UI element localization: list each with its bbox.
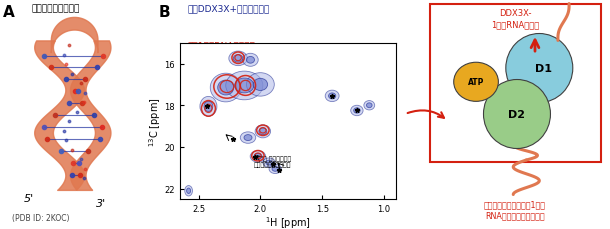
Text: D2: D2	[509, 109, 525, 120]
Ellipse shape	[229, 52, 248, 66]
Ellipse shape	[272, 167, 278, 172]
Ellipse shape	[506, 34, 573, 103]
Ellipse shape	[233, 55, 243, 63]
Text: テトラループ結合時も1本鎖
RNA複合体の構造を形成: テトラループ結合時も1本鎖 RNA複合体の構造を形成	[484, 199, 546, 219]
Text: テトラループの構造: テトラループの構造	[31, 5, 79, 14]
Polygon shape	[51, 18, 98, 54]
Text: DDX3X-
1本鎖RNA複合体: DDX3X- 1本鎖RNA複合体	[491, 9, 539, 29]
Ellipse shape	[255, 125, 271, 138]
Ellipse shape	[454, 63, 498, 102]
Text: ATP: ATP	[468, 78, 484, 87]
Text: 5': 5'	[23, 194, 34, 203]
Text: A: A	[3, 5, 15, 19]
Y-axis label: $^{13}$C [ppm]: $^{13}$C [ppm]	[147, 97, 163, 146]
Text: (PDB ID: 2KOC): (PDB ID: 2KOC)	[12, 213, 70, 222]
Ellipse shape	[351, 106, 363, 116]
Ellipse shape	[204, 102, 213, 112]
Ellipse shape	[354, 108, 360, 114]
Ellipse shape	[235, 79, 254, 93]
Ellipse shape	[240, 132, 256, 144]
X-axis label: $^{1}$H [ppm]: $^{1}$H [ppm]	[265, 214, 311, 229]
Ellipse shape	[259, 128, 267, 135]
Text: D1: D1	[534, 64, 551, 74]
Ellipse shape	[200, 97, 217, 117]
Ellipse shape	[364, 101, 375, 110]
Text: 3': 3'	[96, 198, 107, 208]
Ellipse shape	[325, 91, 339, 102]
Ellipse shape	[250, 151, 265, 162]
Ellipse shape	[187, 188, 190, 194]
Ellipse shape	[269, 164, 281, 174]
Ellipse shape	[210, 74, 241, 102]
Ellipse shape	[243, 54, 258, 67]
FancyArrowPatch shape	[407, 111, 444, 118]
Ellipse shape	[254, 154, 262, 160]
Text: 紺：DDX3X+テトラループ: 紺：DDX3X+テトラループ	[187, 5, 269, 14]
Ellipse shape	[185, 186, 193, 196]
Ellipse shape	[226, 72, 263, 100]
Ellipse shape	[244, 135, 252, 141]
Ellipse shape	[266, 161, 272, 165]
Text: 赤：1本鎖RNA結合状態: 赤：1本鎖RNA結合状態	[187, 41, 255, 50]
Ellipse shape	[329, 93, 336, 99]
FancyBboxPatch shape	[429, 5, 601, 163]
Ellipse shape	[246, 57, 254, 64]
Text: B: B	[158, 5, 170, 19]
Ellipse shape	[253, 79, 268, 91]
Text: ＊ テトラループ
　結合状態のシグナル: ＊ テトラループ 結合状態のシグナル	[254, 156, 292, 168]
Ellipse shape	[367, 103, 372, 108]
Ellipse shape	[263, 158, 275, 168]
Ellipse shape	[218, 81, 234, 95]
Ellipse shape	[246, 73, 274, 97]
Ellipse shape	[484, 80, 550, 149]
